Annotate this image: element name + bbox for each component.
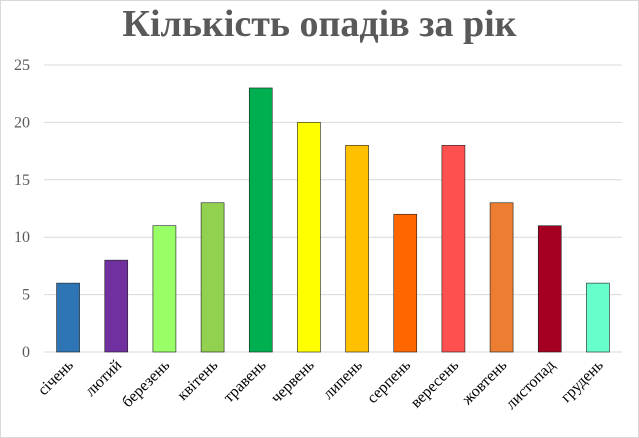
y-tick-label: 5 bbox=[22, 287, 30, 304]
bar bbox=[200, 202, 225, 353]
y-tick-label: 25 bbox=[14, 57, 30, 74]
bar bbox=[297, 122, 321, 353]
bar bbox=[104, 259, 129, 353]
bar bbox=[393, 213, 418, 353]
x-tick-label: січень bbox=[35, 357, 77, 399]
x-tick-label: червень bbox=[268, 357, 318, 407]
y-tick-label: 0 bbox=[22, 344, 30, 361]
y-tick-label: 10 bbox=[14, 229, 30, 246]
bar bbox=[248, 87, 273, 353]
x-tick-label: листопад bbox=[503, 357, 559, 413]
x-tick-label: лютий bbox=[82, 356, 125, 399]
x-tick-label: грудень bbox=[558, 357, 607, 406]
y-tick-label: 20 bbox=[14, 114, 30, 131]
x-tick-label: березень bbox=[119, 357, 173, 411]
x-tick-label: липень bbox=[320, 357, 366, 403]
bar bbox=[56, 282, 80, 353]
bar bbox=[152, 225, 177, 353]
bar bbox=[489, 202, 514, 353]
bar bbox=[441, 145, 466, 353]
y-tick-label: 15 bbox=[14, 172, 30, 189]
bar bbox=[345, 145, 369, 353]
bar bbox=[586, 282, 610, 353]
bar bbox=[537, 225, 562, 353]
x-tick-label: квітень bbox=[174, 357, 221, 404]
x-tick-label: травень bbox=[220, 357, 269, 406]
x-tick-label: вересень bbox=[408, 357, 463, 412]
chart-title: Кількість опадів за рік bbox=[122, 3, 517, 45]
